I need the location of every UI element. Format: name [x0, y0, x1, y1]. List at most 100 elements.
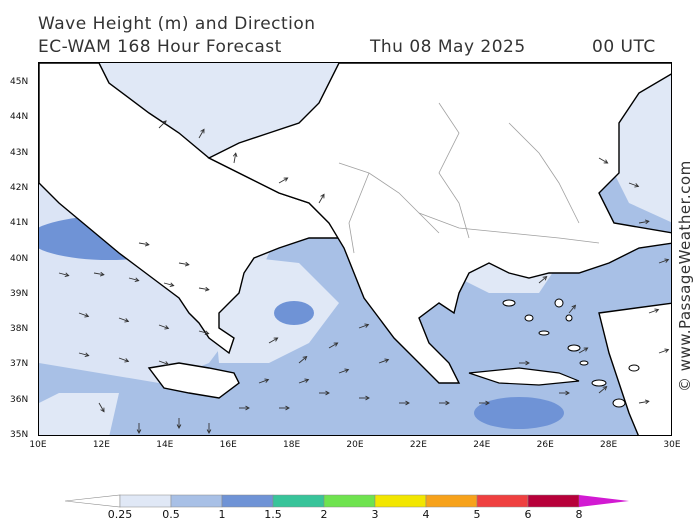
- legend-label: 1: [218, 508, 226, 521]
- wave-arrow: [58, 272, 69, 277]
- wave-arrow: [318, 194, 325, 204]
- lon-label: 24E: [473, 440, 491, 450]
- wave-arrow-head: [365, 395, 370, 401]
- wave-arrow: [268, 337, 278, 344]
- wave-arrow-head: [565, 390, 570, 396]
- lon-label: 22E: [409, 440, 427, 450]
- wave-arrow: [98, 402, 105, 412]
- wave-arrow-head: [184, 261, 190, 267]
- credit-text: © www.PassageWeather.com: [676, 160, 694, 392]
- lon-label: 26E: [536, 440, 554, 450]
- wave-arrow-head: [162, 120, 167, 125]
- wave-direction-arrows: [58, 120, 670, 434]
- wave-arrow: [138, 242, 149, 246]
- legend-label: 2: [320, 508, 328, 521]
- wave-arrow: [298, 379, 309, 384]
- wave-arrow-head: [485, 400, 490, 406]
- wave-arrow-head: [124, 318, 130, 323]
- lat-label: 38N: [10, 324, 29, 335]
- country-borders: [338, 102, 600, 254]
- wave-arrow: [198, 330, 209, 335]
- wave-arrow: [233, 153, 237, 164]
- wave-arrow: [328, 342, 338, 349]
- legend-swatch-max: [579, 495, 629, 507]
- legend-swatch: [119, 494, 172, 508]
- wave-arrow-head: [164, 325, 170, 330]
- lat-label: 43N: [10, 147, 29, 158]
- wave-arrow: [338, 369, 349, 374]
- lat-label: 41N: [10, 218, 29, 229]
- legend-swatch: [272, 494, 325, 508]
- wave-arrow-head: [664, 258, 670, 263]
- lat-label: 44N: [10, 112, 29, 123]
- wave-arrow-head: [273, 337, 279, 342]
- wave-arrow: [118, 317, 129, 322]
- wave-arrow-head: [542, 275, 548, 281]
- wave-arrow-head: [144, 241, 150, 247]
- land-masses: [39, 63, 671, 435]
- wave-arrow-head: [200, 128, 205, 134]
- wave-arrow-head: [169, 282, 175, 287]
- legend-swatch-min: [65, 494, 121, 508]
- wave-arrow-head: [603, 159, 609, 164]
- wave-arrow-head: [602, 385, 608, 391]
- legend-label: 1.5: [264, 508, 282, 521]
- wave-arrow: [578, 347, 588, 354]
- lat-label: 37N: [10, 359, 29, 370]
- wave-arrow: [638, 220, 649, 224]
- lon-label: 30E: [663, 440, 681, 450]
- wave-arrow: [378, 359, 389, 364]
- wave-arrow-head: [654, 308, 660, 313]
- lon-label: 14E: [156, 440, 174, 450]
- lat-label: 39N: [10, 288, 29, 299]
- color-scale-legend: [65, 494, 629, 508]
- wave-arrow: [158, 120, 167, 129]
- wave-arrow: [78, 312, 89, 317]
- wave-arrow-head: [525, 360, 530, 366]
- legend-label: 3: [371, 508, 379, 521]
- wave-arrow: [198, 287, 209, 291]
- wave-map: [38, 62, 672, 436]
- legend-swatch: [170, 494, 223, 508]
- wave-arrow: [128, 277, 139, 282]
- wave-arrow-head: [136, 429, 142, 434]
- wave-arrow-head: [232, 152, 238, 158]
- wave-arrow: [658, 259, 669, 264]
- wave-arrow: [648, 309, 659, 314]
- legend-label: 8: [575, 508, 583, 521]
- wave-arrow-head: [124, 358, 130, 363]
- forecast-model: EC-WAM 168 Hour Forecast: [38, 37, 282, 57]
- lon-label: 18E: [283, 440, 301, 450]
- crete-island: [468, 367, 580, 386]
- wave-arrow-head: [344, 368, 350, 373]
- wave-arrow-head: [84, 313, 90, 318]
- wave-arrow-head: [634, 183, 640, 188]
- wave-arrow-head: [384, 358, 390, 363]
- wave-arrow: [178, 262, 189, 266]
- wave-arrow-head: [283, 177, 289, 182]
- wave-arrow-head: [664, 348, 670, 353]
- wave-arrow: [598, 386, 607, 394]
- map-title: Wave Height (m) and Direction: [38, 14, 316, 34]
- lat-label: 35N: [10, 430, 29, 440]
- wave-arrow: [628, 182, 639, 187]
- lon-label: 12E: [92, 440, 110, 450]
- wave-arrow-head: [445, 400, 450, 406]
- wave-arrow: [198, 129, 205, 139]
- wave-arrow-head: [304, 378, 310, 383]
- wave-arrow: [658, 349, 669, 354]
- wave-arrow-head: [325, 390, 330, 396]
- wave-arrow: [163, 282, 174, 287]
- wave-arrow: [158, 360, 169, 365]
- wave-arrow-head: [99, 271, 105, 277]
- legend-swatch: [221, 494, 274, 508]
- wave-arrow-head: [405, 400, 410, 406]
- wave-arrow-head: [571, 304, 577, 310]
- wave-arrow: [93, 272, 104, 276]
- map-canvas: [39, 63, 671, 435]
- wave-arrow: [278, 177, 288, 184]
- legend-swatch: [323, 494, 376, 508]
- legend-swatch: [527, 494, 580, 508]
- wave-arrow: [158, 324, 169, 329]
- wave-arrow-head: [644, 219, 650, 225]
